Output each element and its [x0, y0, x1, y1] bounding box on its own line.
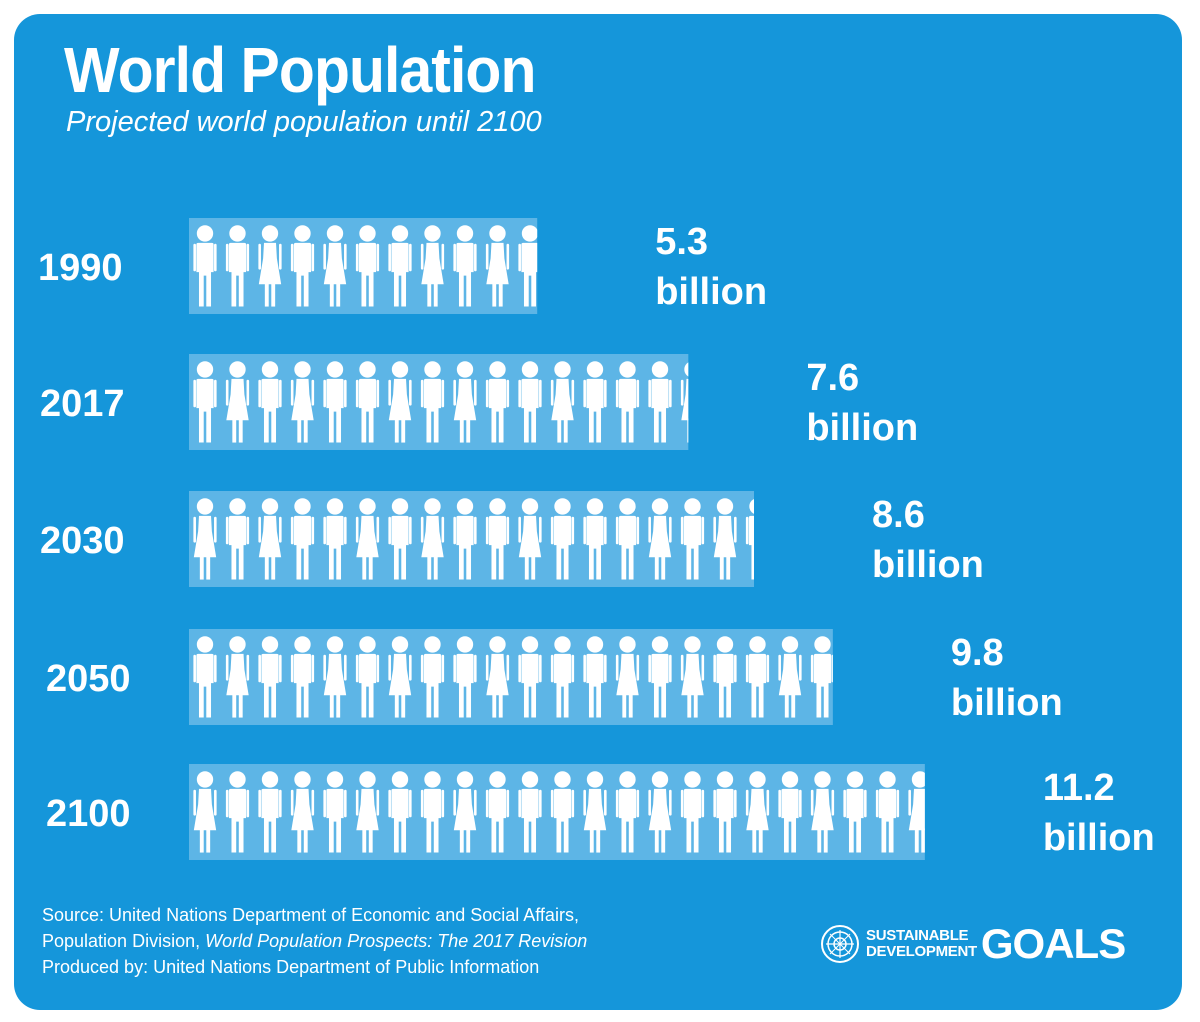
- source-publication: World Population Prospects: The 2017 Rev…: [205, 931, 588, 951]
- data-label-unit-2030: billion: [872, 544, 984, 586]
- sdg-logo: SUSTAINABLE DEVELOPMENT GOALS: [820, 920, 1126, 967]
- data-label-unit-2017: billion: [806, 407, 918, 449]
- source-note: Source: United Nations Department of Eco…: [42, 902, 587, 980]
- data-label-value-2017: 7.6: [806, 357, 859, 399]
- produced-by-line: Produced by: United Nations Department o…: [42, 957, 540, 977]
- tick-label-2100: 2100: [46, 793, 131, 835]
- bar-row-2100: 2100 11.2 billion: [46, 764, 1155, 860]
- bar-row-2050: 2050 9.8 billion: [46, 629, 1063, 725]
- bar-row-2017: 2017 7.6 billion: [40, 354, 918, 450]
- person-figure-icon: [551, 225, 574, 306]
- source-line-1: Source: United Nations Department of Eco…: [42, 905, 579, 925]
- logo-word-goals: GOALS: [980, 920, 1126, 967]
- logo-word-sustainable: SUSTAINABLE: [866, 927, 969, 944]
- page-subtitle: Projected world population until 2100: [66, 106, 542, 138]
- source-line-2: Population Division, World Population Pr…: [42, 928, 587, 954]
- data-label-value-1990: 5.3: [655, 221, 708, 263]
- tick-label-2017: 2017: [40, 383, 125, 425]
- un-emblem-icon: [821, 925, 859, 963]
- source-division: Population Division,: [42, 931, 206, 951]
- person-figure-icon: [778, 498, 801, 579]
- population-chart: 1990 5.3 billion 2017 7.6 billion 2030 8.6 billi…: [38, 218, 1155, 860]
- tick-label-2050: 2050: [46, 658, 131, 700]
- person-figure-icon: [843, 636, 866, 717]
- page-title: World Population: [64, 34, 536, 106]
- person-figure-icon: [941, 771, 964, 852]
- bar-row-2030: 2030 8.6 billion: [40, 491, 984, 587]
- data-label-value-2100: 11.2: [1043, 767, 1115, 809]
- data-label-unit-2100: billion: [1043, 817, 1155, 859]
- infographic-card: World Population Projected world populat…: [14, 14, 1182, 1010]
- data-label-value-2030: 8.6: [872, 494, 925, 536]
- logo-word-development: DEVELOPMENT: [866, 943, 977, 960]
- tick-label-2030: 2030: [40, 520, 125, 562]
- data-label-value-2050: 9.8: [951, 632, 1004, 674]
- data-label-unit-1990: billion: [655, 271, 767, 313]
- bars-layer: 1990 5.3 billion 2017 7.6 billion 2030 8.6 billi…: [38, 218, 1155, 860]
- tick-label-1990: 1990: [38, 247, 123, 289]
- logo-wordmark: SUSTAINABLE DEVELOPMENT: [866, 928, 977, 960]
- bar-row-1990: 1990 5.3 billion: [38, 218, 767, 314]
- person-figure-icon: [713, 361, 736, 442]
- data-label-unit-2050: billion: [951, 682, 1063, 724]
